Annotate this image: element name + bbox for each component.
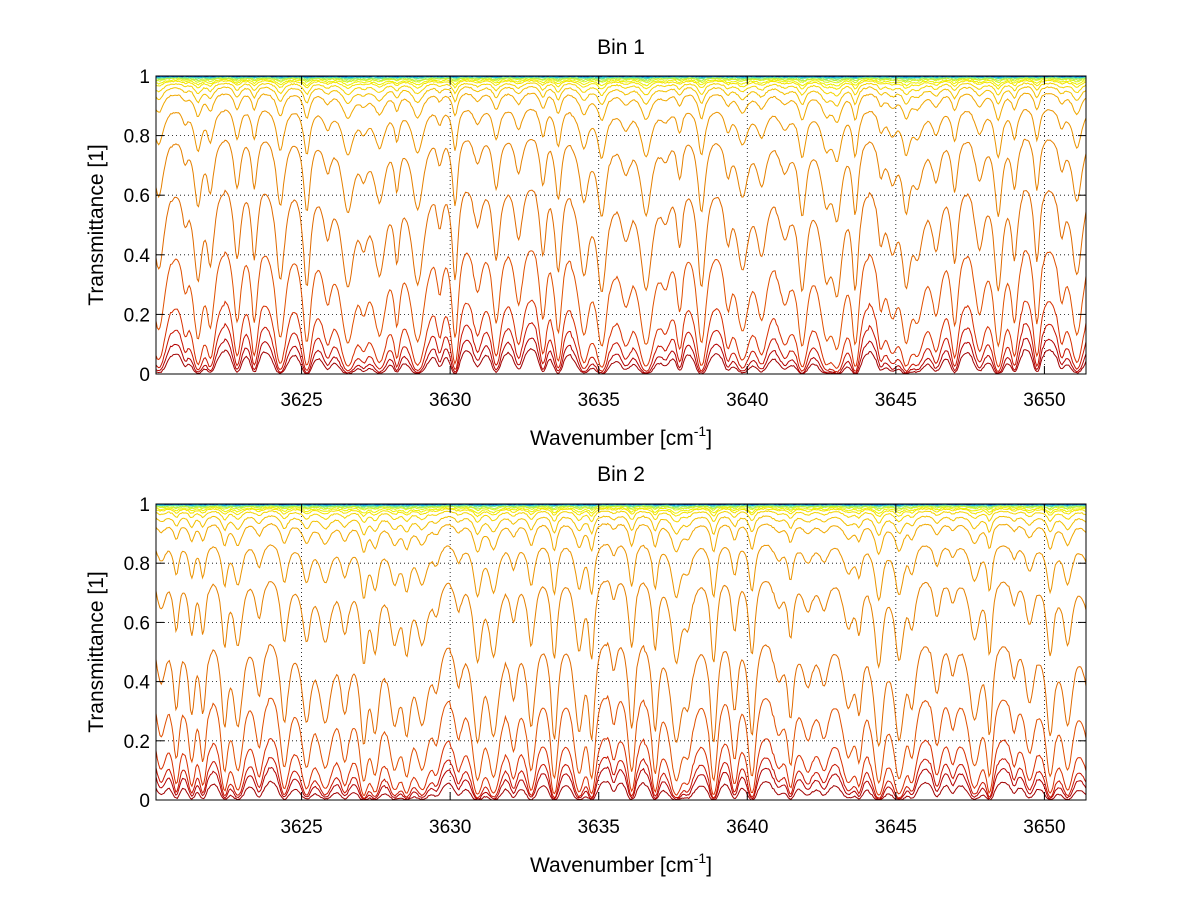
axes-frame (155, 503, 1087, 801)
y-tick-label: 0.4 (124, 246, 151, 267)
series-line-2 (156, 766, 1086, 800)
y-tick-label: 0 (139, 365, 150, 386)
x-tick-label: 3635 (578, 817, 620, 838)
x-axis-label-close: ] (706, 427, 712, 450)
x-tick-label: 3645 (875, 817, 917, 838)
series-line-9 (156, 522, 1086, 556)
series-line-5 (156, 250, 1086, 351)
y-tick-label: 1 (139, 495, 150, 516)
series-line-4 (156, 736, 1086, 796)
x-tick-label: 3630 (429, 390, 471, 411)
y-tick-label: 0 (139, 791, 150, 812)
x-tick-label: 3650 (1023, 390, 1065, 411)
x-axis-label-main: Wavenumber [cm (530, 427, 694, 450)
series-line-6 (156, 641, 1086, 748)
y-tick-label: 1 (139, 67, 150, 88)
series-line-12 (156, 79, 1086, 90)
axes-background (156, 504, 1086, 800)
series-line-11 (156, 82, 1086, 97)
y-tick-label: 0.6 (124, 613, 150, 634)
series-line-11 (156, 510, 1086, 524)
series-line-8 (156, 543, 1086, 602)
x-axis-label: Wavenumber [cm-1] (530, 850, 712, 877)
x-tick-label: 3625 (280, 390, 322, 411)
y-tick-label: 0.2 (124, 305, 150, 326)
y-tick-label: 0.8 (124, 554, 150, 575)
x-tick-label: 3640 (726, 390, 768, 411)
series-line-7 (156, 138, 1086, 223)
y-tick-label: 0.8 (124, 127, 150, 148)
x-tick-label: 3635 (578, 390, 620, 411)
y-axis-label: Transmittance [1] (85, 571, 108, 732)
x-axis-label: Wavenumber [cm-1] (530, 423, 712, 450)
axes-frame (155, 75, 1087, 375)
x-axis-label-close: ] (706, 854, 712, 877)
series-line-1 (156, 347, 1086, 374)
series-line-13 (156, 506, 1086, 515)
series-line-2 (156, 337, 1086, 374)
series-line-15 (156, 76, 1086, 82)
y-tick-label: 0.2 (124, 732, 150, 753)
x-axis-label-main: Wavenumber [cm (530, 854, 694, 877)
y-tick-label: 0.6 (124, 186, 150, 207)
series-line-12 (156, 507, 1086, 518)
series-line-1 (156, 780, 1086, 800)
series-line-8 (156, 108, 1086, 163)
series-line-10 (156, 515, 1086, 537)
series-line-14 (156, 505, 1086, 512)
x-axis-label-superscript: -1 (694, 850, 707, 866)
chart-title: Bin 2 (597, 463, 645, 486)
series-line-3 (156, 322, 1086, 373)
y-tick-label: 0.4 (124, 673, 151, 694)
chart-title: Bin 1 (597, 36, 645, 59)
series-line-3 (156, 755, 1086, 799)
series-line-4 (156, 299, 1086, 369)
series-line-6 (156, 189, 1086, 298)
x-axis-label-superscript: -1 (694, 423, 707, 439)
series-line-7 (156, 580, 1086, 670)
x-tick-label: 3645 (875, 390, 917, 411)
plot-bin-1: 3625 3630 3635 3640 3645 3650 0 0.2 0.4 0.6 0.8 1 Bi… (85, 36, 1087, 450)
x-tick-label: 3650 (1023, 817, 1065, 838)
x-tick-label: 3640 (726, 817, 768, 838)
series-line-10 (156, 85, 1086, 107)
series-line-5 (156, 694, 1086, 784)
x-tick-label: 3630 (429, 817, 471, 838)
series-line-13 (156, 78, 1086, 87)
x-tick-label: 3625 (280, 817, 322, 838)
y-axis-label: Transmittance [1] (85, 144, 108, 305)
series-line-9 (156, 92, 1086, 123)
plot-bin-2: 3625 3630 3635 3640 3645 3650 0 0.2 0.4 0.6 0.8 1 Bi… (85, 463, 1087, 877)
